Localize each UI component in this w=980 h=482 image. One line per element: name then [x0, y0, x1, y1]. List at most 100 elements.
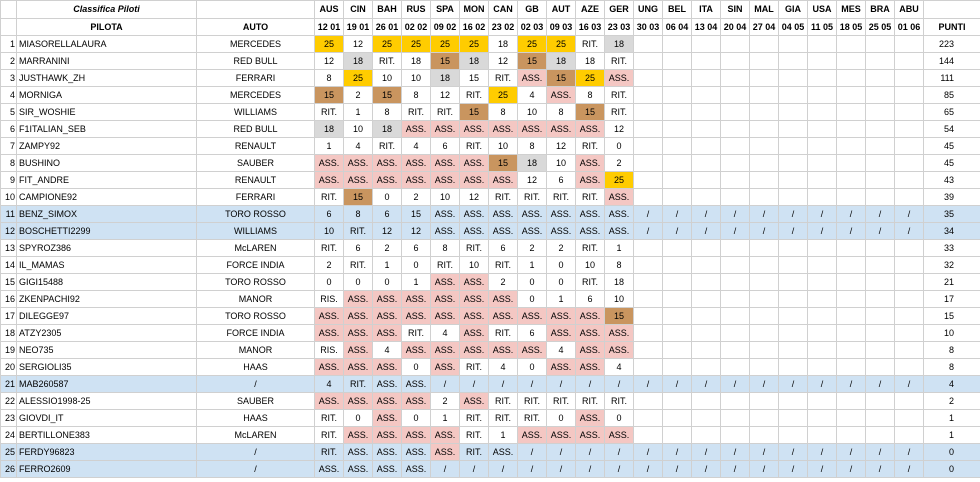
result-cell[interactable]: [662, 324, 692, 342]
team-cell[interactable]: MANOR: [196, 290, 315, 308]
result-cell[interactable]: [662, 171, 692, 189]
result-cell[interactable]: [662, 409, 692, 427]
race-code-cin[interactable]: CIN: [343, 0, 373, 19]
result-cell[interactable]: [807, 69, 837, 87]
result-cell[interactable]: 4: [546, 341, 576, 359]
result-cell[interactable]: ASS.: [314, 171, 344, 189]
position-cell[interactable]: 11: [0, 205, 17, 223]
race-date[interactable]: 16 02: [459, 18, 489, 36]
result-cell[interactable]: [691, 409, 721, 427]
race-code-gia[interactable]: GIA: [778, 0, 808, 19]
result-cell[interactable]: [720, 103, 750, 121]
driver-name-cell[interactable]: SPYROZ386: [16, 239, 197, 257]
result-cell[interactable]: [749, 324, 779, 342]
position-cell[interactable]: 4: [0, 86, 17, 104]
result-cell[interactable]: [865, 290, 895, 308]
result-cell[interactable]: [720, 409, 750, 427]
result-cell[interactable]: [807, 154, 837, 172]
result-cell[interactable]: RIT.: [343, 375, 373, 393]
race-code-aus[interactable]: AUS: [314, 0, 344, 19]
result-cell[interactable]: RIT.: [604, 86, 634, 104]
result-cell[interactable]: [894, 171, 924, 189]
race-date[interactable]: 12 01: [314, 18, 344, 36]
result-cell[interactable]: 6: [575, 290, 605, 308]
result-cell[interactable]: ASS.: [343, 307, 373, 325]
result-cell[interactable]: /: [604, 460, 634, 478]
result-cell[interactable]: 25: [517, 35, 547, 53]
result-cell[interactable]: [836, 256, 866, 274]
header-pilota[interactable]: PILOTA: [16, 18, 197, 36]
result-cell[interactable]: [720, 426, 750, 444]
result-cell[interactable]: 12: [314, 52, 344, 70]
result-cell[interactable]: RIS.: [314, 341, 344, 359]
result-cell[interactable]: [807, 341, 837, 359]
result-cell[interactable]: /: [778, 460, 808, 478]
team-cell[interactable]: McLAREN: [196, 426, 315, 444]
driver-name-cell[interactable]: ATZY2305: [16, 324, 197, 342]
result-cell[interactable]: /: [749, 222, 779, 240]
race-date[interactable]: 11 05: [807, 18, 837, 36]
team-cell[interactable]: HAAS: [196, 409, 315, 427]
result-cell[interactable]: [865, 324, 895, 342]
result-cell[interactable]: 8: [575, 86, 605, 104]
result-cell[interactable]: [807, 358, 837, 376]
result-cell[interactable]: ASS.: [604, 205, 634, 223]
result-cell[interactable]: [894, 324, 924, 342]
result-cell[interactable]: [778, 35, 808, 53]
result-cell[interactable]: 4: [430, 324, 460, 342]
result-cell[interactable]: [865, 171, 895, 189]
result-cell[interactable]: [807, 290, 837, 308]
race-code-can[interactable]: CAN: [488, 0, 518, 19]
race-date[interactable]: 19 01: [343, 18, 373, 36]
result-cell[interactable]: RIT.: [488, 256, 518, 274]
result-cell[interactable]: ASS.: [343, 358, 373, 376]
result-cell[interactable]: /: [633, 443, 663, 461]
result-cell[interactable]: RIT.: [546, 188, 576, 206]
result-cell[interactable]: 6: [343, 239, 373, 257]
result-cell[interactable]: [836, 358, 866, 376]
result-cell[interactable]: ASS.: [546, 307, 576, 325]
result-cell[interactable]: /: [894, 222, 924, 240]
result-cell[interactable]: [865, 120, 895, 138]
result-cell[interactable]: 2: [343, 86, 373, 104]
result-cell[interactable]: 15: [604, 307, 634, 325]
team-cell[interactable]: TORO ROSSO: [196, 307, 315, 325]
result-cell[interactable]: 0: [546, 256, 576, 274]
result-cell[interactable]: [836, 154, 866, 172]
result-cell[interactable]: [836, 273, 866, 291]
result-cell[interactable]: RIT.: [459, 137, 489, 155]
result-cell[interactable]: RIT.: [575, 137, 605, 155]
result-cell[interactable]: RIT.: [459, 358, 489, 376]
result-cell[interactable]: 2: [517, 239, 547, 257]
position-cell[interactable]: 2: [0, 52, 17, 70]
position-cell[interactable]: 7: [0, 137, 17, 155]
result-cell[interactable]: RIT.: [517, 392, 547, 410]
result-cell[interactable]: [691, 137, 721, 155]
result-cell[interactable]: /: [749, 205, 779, 223]
result-cell[interactable]: ASS.: [575, 409, 605, 427]
result-cell[interactable]: /: [836, 375, 866, 393]
result-cell[interactable]: 8: [546, 103, 576, 121]
result-cell[interactable]: /: [778, 205, 808, 223]
result-cell[interactable]: /: [894, 460, 924, 478]
result-cell[interactable]: RIT.: [314, 443, 344, 461]
result-cell[interactable]: [778, 392, 808, 410]
result-cell[interactable]: [691, 358, 721, 376]
result-cell[interactable]: [720, 324, 750, 342]
driver-name-cell[interactable]: BENZ_SIMOX: [16, 205, 197, 223]
points-cell[interactable]: 1: [923, 426, 980, 444]
result-cell[interactable]: ASS.: [343, 426, 373, 444]
race-code-spa[interactable]: SPA: [430, 0, 460, 19]
result-cell[interactable]: RIT.: [314, 409, 344, 427]
result-cell[interactable]: [894, 307, 924, 325]
result-cell[interactable]: [778, 52, 808, 70]
result-cell[interactable]: [865, 409, 895, 427]
result-cell[interactable]: ASS.: [488, 205, 518, 223]
position-cell[interactable]: 21: [0, 375, 17, 393]
race-date[interactable]: 02 02: [401, 18, 431, 36]
points-cell[interactable]: 0: [923, 460, 980, 478]
result-cell[interactable]: 15: [488, 154, 518, 172]
result-cell[interactable]: /: [662, 375, 692, 393]
result-cell[interactable]: [836, 69, 866, 87]
result-cell[interactable]: ASS.: [372, 426, 402, 444]
